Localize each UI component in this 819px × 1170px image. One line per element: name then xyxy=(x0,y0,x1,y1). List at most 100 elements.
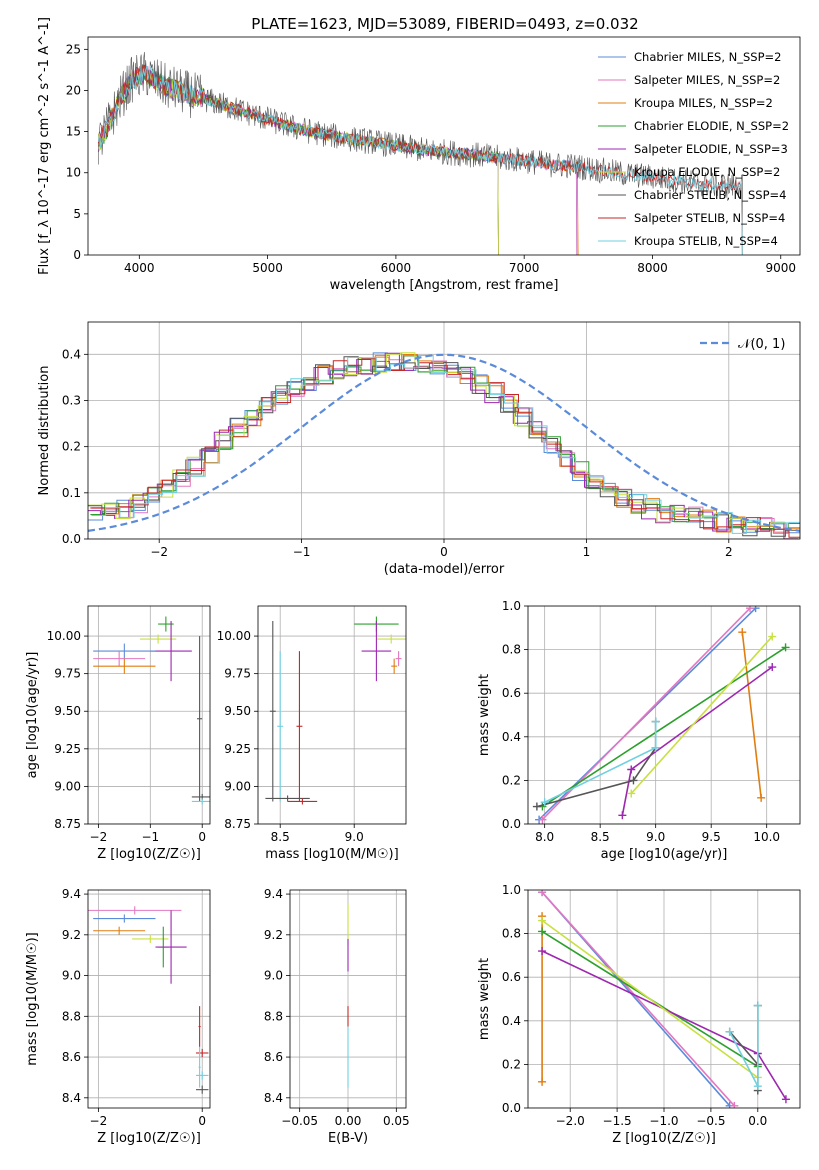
panel-age-vs-Z: −2 −1 0 8.75 9.00 9.25 9.50 9.75 10.00 Z [log10(Z… xyxy=(25,605,211,862)
weight-marker xyxy=(757,793,766,802)
x-tick-label: −1 xyxy=(141,830,159,844)
y-tick-label: 10 xyxy=(66,166,81,180)
y-tick-label: 10.00 xyxy=(47,629,81,643)
legend-label: Chabrier ELODIE, N_SSP=2 xyxy=(634,119,789,133)
data-point xyxy=(198,1046,201,1088)
gridlines xyxy=(88,322,800,539)
data-point xyxy=(195,1085,209,1094)
weight-marker xyxy=(538,916,547,925)
plot-area xyxy=(88,322,800,539)
axes-frame xyxy=(87,605,211,825)
y-tick-label: 0.0 xyxy=(502,817,521,831)
gridlines xyxy=(88,890,210,1108)
weight-marker xyxy=(651,717,660,726)
weight-marker xyxy=(781,1095,790,1104)
x-tick-label: −2 xyxy=(90,830,108,844)
gridlines xyxy=(528,890,800,1108)
axes-frame xyxy=(87,889,211,1109)
data-point xyxy=(93,643,156,659)
legend-label: Kroupa MILES, N_SSP=2 xyxy=(634,96,773,110)
x-tick-label: 0.00 xyxy=(335,1114,362,1128)
x-axis-label: Z [log10(Z/Z☉)] xyxy=(97,847,201,862)
y-tick-label: 20 xyxy=(66,83,81,97)
weight-marker xyxy=(538,1077,547,1086)
weight-marker xyxy=(768,632,777,641)
y-tick-label: 9.50 xyxy=(54,704,81,718)
panel-weight-vs-age: 8.0 8.5 9.0 9.5 10.0 0.0 0.2 0.4 0.6 0.8 1.0 age [l… xyxy=(477,599,801,862)
y-axis-label: mass weight xyxy=(477,674,492,756)
y-tick-label: 9.2 xyxy=(264,928,283,942)
data-point xyxy=(150,621,192,682)
data-point xyxy=(361,621,392,682)
spectrum-line xyxy=(97,65,499,255)
spectrum-line xyxy=(98,64,499,255)
y-tick-label: 9.75 xyxy=(224,667,251,681)
plot-area xyxy=(88,606,210,824)
weight-line xyxy=(541,891,735,1107)
data-point xyxy=(376,634,406,644)
weight-marker xyxy=(629,776,638,785)
gridlines xyxy=(88,606,210,824)
weight-marker xyxy=(738,628,747,637)
x-tick-label: −2 xyxy=(90,1114,108,1128)
y-axis-label: age [log10(age/yr)] xyxy=(25,652,40,779)
weight-line xyxy=(630,635,773,795)
weight-marker xyxy=(538,890,547,897)
y-axis-label: Flux [f_λ 10^-17 erg cm^-2 s^-1 A^-1] xyxy=(37,17,52,275)
data-point xyxy=(93,658,156,674)
y-axis-label: mass weight xyxy=(477,958,492,1040)
weight-line xyxy=(741,632,762,798)
y-tick-label: 10.00 xyxy=(217,629,251,643)
data-point xyxy=(93,926,146,935)
y-tick-label: 8.6 xyxy=(264,1050,283,1064)
panel-mass-vs-Z: −2 0 8.4 8.6 8.8 9.0 9.2 9.4 Z [log10(Z/Z☉)] mass… xyxy=(25,887,211,1146)
legend-label: Chabrier MILES, N_SSP=2 xyxy=(634,50,781,64)
weight-marker xyxy=(725,1027,734,1036)
normal-curve xyxy=(88,353,800,532)
panel-residuals: −2 −1 0 1 2 0.0 0.1 0.2 0.3 0.4 (data-model)/error… xyxy=(37,321,801,577)
data-point xyxy=(277,651,284,802)
y-tick-label: 0.1 xyxy=(62,486,81,500)
y-axis-label: mass [log10(M/M☉)] xyxy=(25,932,40,1065)
histogram-step xyxy=(88,356,800,537)
y-tick-label: 8.4 xyxy=(62,1091,81,1105)
legend-label: Kroupa STELIB, N_SSP=4 xyxy=(634,234,778,248)
weight-marker xyxy=(627,765,636,774)
x-tick-label: 9.0 xyxy=(345,830,364,844)
x-tick-label: 0 xyxy=(198,830,206,844)
y-tick-label: 9.25 xyxy=(54,742,81,756)
plot-area xyxy=(97,51,743,255)
y-tick-label: 0.4 xyxy=(502,1014,521,1028)
x-tick-label: 8.5 xyxy=(591,830,610,844)
x-axis-label: wavelength [Angstrom, rest frame] xyxy=(330,278,559,293)
data-point xyxy=(191,798,210,805)
data-point xyxy=(287,798,318,805)
y-tick-label: 0.2 xyxy=(502,1057,521,1071)
axes-frame xyxy=(257,605,407,825)
legend-label: Salpeter ELODIE, N_SSP=3 xyxy=(634,142,788,156)
y-tick-label: 25 xyxy=(66,42,81,56)
weight-marker xyxy=(746,606,755,613)
y-tick-label: 9.00 xyxy=(54,779,81,793)
y-tick-label: 9.25 xyxy=(224,742,251,756)
y-tick-label: 5 xyxy=(73,207,81,221)
histogram-step xyxy=(90,355,800,530)
data-point xyxy=(195,1048,209,1058)
y-tick-label: 8.75 xyxy=(54,817,81,831)
y-tick-label: 1.0 xyxy=(502,883,521,897)
data-point xyxy=(195,1071,209,1080)
x-tick-label: −1 xyxy=(293,545,311,559)
weight-marker xyxy=(540,798,549,807)
x-axis-label: E(B-V) xyxy=(328,1131,368,1146)
y-tick-label: 8.8 xyxy=(264,1009,283,1023)
panel-age-vs-mass: 8.5 9.0 8.75 9.00 9.25 9.50 9.75 10.00 mass [log… xyxy=(217,605,407,862)
y-tick-label: 9.2 xyxy=(62,928,81,942)
x-tick-label: 1 xyxy=(583,545,591,559)
x-axis-label: mass [log10(M/M☉)] xyxy=(265,847,398,862)
y-tick-label: 0.6 xyxy=(502,686,521,700)
histogram-step xyxy=(91,355,800,534)
y-tick-label: 9.75 xyxy=(54,667,81,681)
panel-spectrum: 4000 5000 6000 7000 8000 9000 0 5 10 15 20 25 wavele… xyxy=(37,17,801,293)
plot-area xyxy=(528,890,800,1108)
histogram-step xyxy=(90,355,800,533)
